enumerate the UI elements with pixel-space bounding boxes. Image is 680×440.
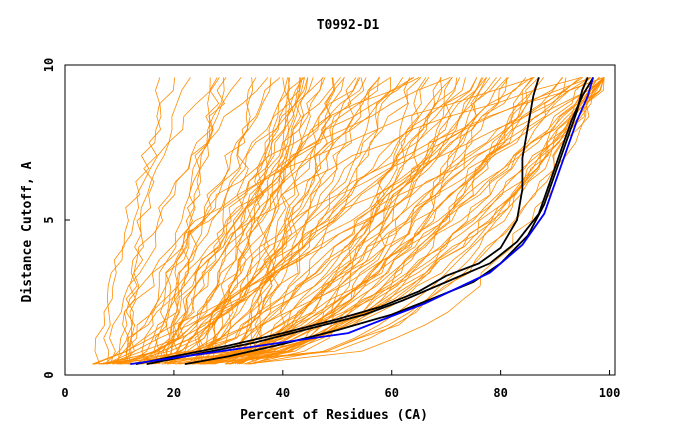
background-series-line bbox=[116, 77, 301, 365]
background-series-line bbox=[248, 77, 381, 365]
x-tick-label: 60 bbox=[385, 386, 399, 400]
background-series-line bbox=[214, 77, 304, 365]
background-series-line bbox=[161, 77, 592, 365]
black-series-line bbox=[135, 77, 540, 365]
background-series-line bbox=[205, 77, 605, 365]
background-series-line bbox=[140, 77, 314, 365]
background-series-line bbox=[224, 77, 291, 365]
background-series-line bbox=[194, 77, 483, 365]
x-tick-label: 40 bbox=[276, 386, 290, 400]
chart-title: T0992-D1 bbox=[317, 18, 380, 33]
background-series-line bbox=[93, 77, 220, 365]
background-series-line bbox=[236, 77, 484, 365]
background-series-line bbox=[104, 77, 162, 365]
x-tick-label: 20 bbox=[167, 386, 181, 400]
background-series-line bbox=[175, 77, 605, 365]
y-tick-label: 0 bbox=[42, 371, 56, 378]
background-series-line bbox=[243, 77, 443, 365]
background-series-line bbox=[103, 77, 220, 365]
background-series-line bbox=[105, 77, 581, 365]
background-series-line bbox=[179, 77, 491, 365]
background-series-line bbox=[94, 77, 176, 365]
background-series-line bbox=[155, 77, 303, 365]
axis-layer: 0 20 40 60 80 100 0 5 10 bbox=[42, 58, 620, 400]
background-series-line bbox=[153, 77, 420, 365]
y-tick-label: 10 bbox=[42, 58, 56, 72]
background-series-line bbox=[248, 77, 584, 365]
background-series-line bbox=[191, 77, 605, 365]
background-series-line bbox=[119, 77, 272, 365]
background-series-line bbox=[185, 77, 254, 365]
blue-series-line bbox=[130, 77, 595, 365]
background-series-line bbox=[164, 77, 359, 365]
background-series-line bbox=[204, 77, 591, 365]
background-series-line bbox=[188, 77, 567, 365]
background-series-line bbox=[166, 77, 605, 365]
background-series-line bbox=[245, 77, 605, 365]
background-series-line bbox=[170, 77, 281, 365]
background-series-line bbox=[174, 77, 367, 365]
background-series-line bbox=[163, 77, 309, 365]
background-series-line bbox=[187, 77, 427, 365]
background-series-line bbox=[114, 77, 227, 365]
background-series-line bbox=[159, 77, 305, 365]
background-series-line bbox=[235, 77, 336, 365]
background-series-line bbox=[192, 77, 391, 365]
background-series-line bbox=[200, 77, 605, 365]
background-series-line bbox=[136, 77, 211, 365]
background-series-line bbox=[100, 77, 453, 365]
y-axis-label: Distance Cutoff, A bbox=[20, 161, 35, 302]
background-series-line bbox=[112, 77, 361, 365]
background-series-line bbox=[204, 77, 605, 365]
background-series-line bbox=[192, 77, 422, 365]
x-tick-label: 0 bbox=[61, 386, 68, 400]
background-series-line bbox=[208, 77, 290, 365]
background-series-line bbox=[199, 77, 508, 365]
background-series-line bbox=[125, 77, 535, 365]
background-series-line bbox=[231, 77, 345, 365]
background-series-line bbox=[185, 77, 545, 365]
background-series-line bbox=[122, 77, 269, 365]
background-series-line bbox=[151, 77, 291, 365]
background-series-line bbox=[93, 77, 605, 365]
background-series-line bbox=[141, 77, 357, 365]
x-tick-label: 80 bbox=[493, 386, 507, 400]
background-series-line bbox=[213, 77, 605, 365]
background-series-line bbox=[254, 77, 323, 365]
background-series-line bbox=[239, 77, 605, 365]
background-series-line bbox=[92, 77, 605, 365]
background-series-line bbox=[125, 77, 191, 365]
background-series-line bbox=[107, 77, 478, 365]
background-series-line bbox=[185, 77, 404, 365]
series-layer bbox=[92, 76, 605, 365]
background-series-line bbox=[200, 77, 587, 365]
background-series-line bbox=[171, 77, 413, 365]
y-tick-label: 5 bbox=[42, 216, 56, 223]
background-series-line bbox=[126, 77, 527, 365]
background-series-line bbox=[138, 77, 365, 365]
background-series-line bbox=[127, 77, 309, 365]
x-axis-label: Percent of Residues (CA) bbox=[240, 408, 428, 423]
background-series-line bbox=[109, 77, 242, 365]
background-series-line bbox=[118, 77, 257, 365]
background-series-line bbox=[198, 77, 592, 365]
black-series-line bbox=[146, 76, 594, 365]
background-series-line bbox=[117, 77, 605, 365]
background-series-line bbox=[106, 77, 326, 365]
x-tick-label: 100 bbox=[599, 386, 621, 400]
